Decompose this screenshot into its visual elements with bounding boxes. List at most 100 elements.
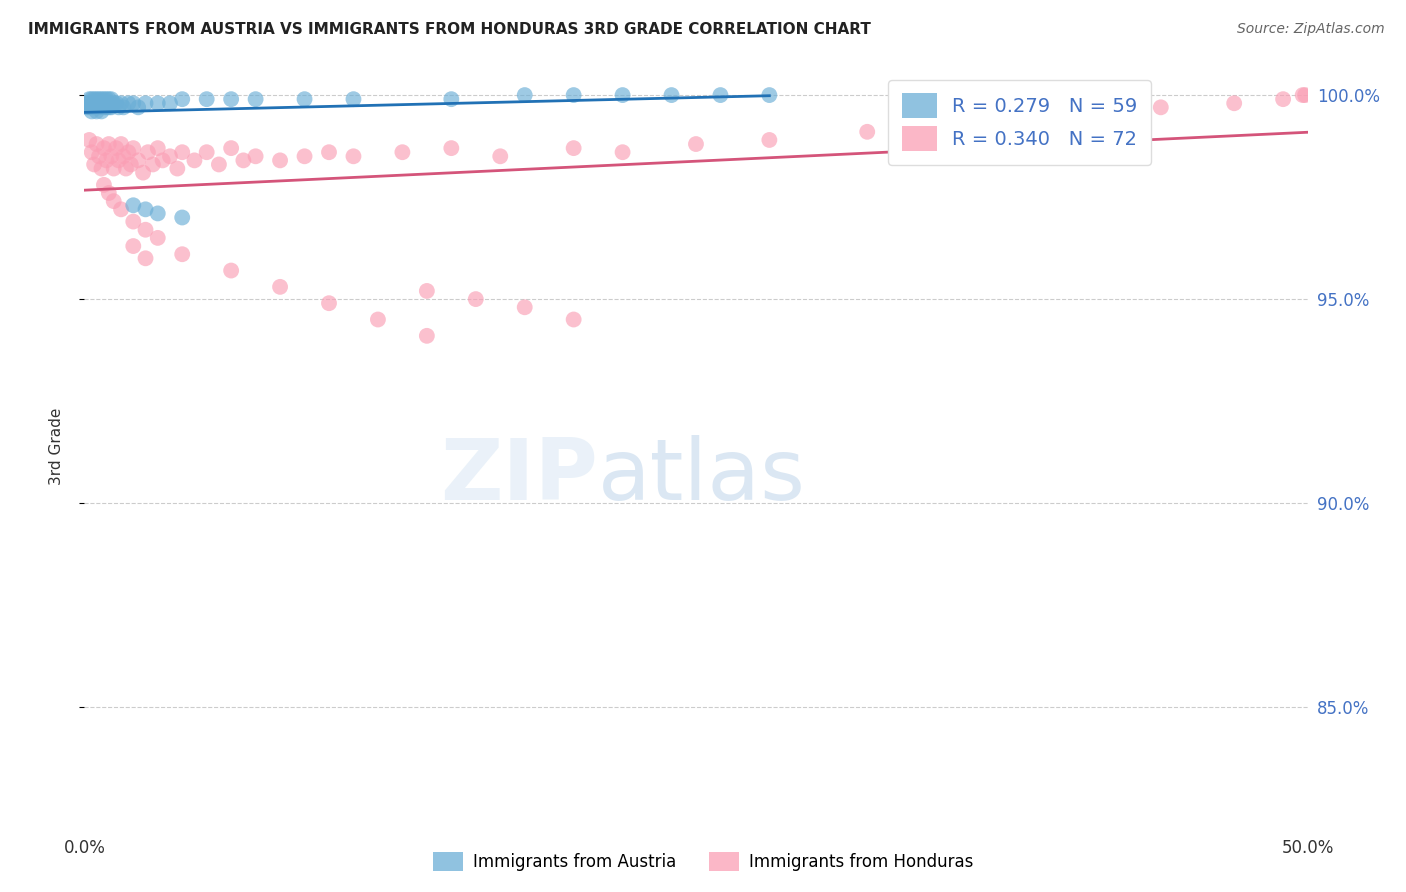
Point xyxy=(103,161,125,176)
Point xyxy=(269,153,291,168)
Point xyxy=(127,100,149,114)
Point xyxy=(294,92,316,106)
Point xyxy=(856,125,879,139)
Point xyxy=(709,88,731,103)
Point xyxy=(513,88,536,103)
Point xyxy=(135,252,157,266)
Point xyxy=(100,149,122,163)
Point xyxy=(87,92,110,106)
Point xyxy=(1150,100,1173,114)
Point xyxy=(152,153,174,168)
Point xyxy=(110,136,132,151)
Point xyxy=(97,136,120,151)
Legend: R = 0.279   N = 59, R = 0.340   N = 72: R = 0.279 N = 59, R = 0.340 N = 72 xyxy=(889,79,1152,165)
Point xyxy=(440,141,463,155)
Point xyxy=(367,312,389,326)
Point xyxy=(93,178,115,192)
Point xyxy=(172,145,194,160)
Point xyxy=(1223,96,1246,111)
Point xyxy=(219,263,242,277)
Point xyxy=(562,88,585,103)
Point xyxy=(122,214,145,228)
Point xyxy=(87,96,110,111)
Text: ZIP: ZIP xyxy=(440,435,598,518)
Point xyxy=(117,145,139,160)
Point xyxy=(93,92,115,106)
Point xyxy=(90,96,112,111)
Point xyxy=(86,92,108,106)
Point xyxy=(391,145,413,160)
Point xyxy=(122,141,145,155)
Point xyxy=(76,100,98,114)
Point xyxy=(612,88,634,103)
Point xyxy=(105,141,128,155)
Point xyxy=(97,92,120,106)
Point xyxy=(90,92,112,106)
Point xyxy=(416,328,439,343)
Point xyxy=(122,96,145,111)
Point xyxy=(172,211,194,225)
Point xyxy=(96,92,118,106)
Point xyxy=(80,96,103,111)
Point xyxy=(97,100,120,114)
Point xyxy=(90,104,112,119)
Point xyxy=(318,145,340,160)
Point xyxy=(76,96,98,111)
Point xyxy=(90,161,112,176)
Point xyxy=(146,141,169,155)
Point xyxy=(219,92,242,106)
Point xyxy=(166,161,188,176)
Point xyxy=(96,153,118,168)
Point xyxy=(107,100,129,114)
Point xyxy=(110,202,132,217)
Y-axis label: 3rd Grade: 3rd Grade xyxy=(49,408,63,484)
Point xyxy=(758,88,780,103)
Point xyxy=(112,100,135,114)
Point xyxy=(112,149,135,163)
Point xyxy=(135,96,157,111)
Point xyxy=(135,223,157,237)
Point xyxy=(83,96,105,111)
Point xyxy=(195,145,218,160)
Point xyxy=(100,100,122,114)
Point xyxy=(86,136,108,151)
Point xyxy=(77,96,100,111)
Point xyxy=(1052,108,1074,122)
Point xyxy=(105,96,128,111)
Point xyxy=(208,157,231,171)
Point xyxy=(122,239,145,253)
Point xyxy=(1292,88,1315,103)
Point xyxy=(77,92,100,106)
Point xyxy=(117,96,139,111)
Point xyxy=(464,292,486,306)
Point xyxy=(232,153,254,168)
Point xyxy=(245,149,267,163)
Point xyxy=(115,161,138,176)
Point xyxy=(97,186,120,200)
Point xyxy=(195,92,218,106)
Point xyxy=(661,88,683,103)
Point xyxy=(132,166,155,180)
Point xyxy=(489,149,512,163)
Point xyxy=(120,157,142,171)
Point xyxy=(107,153,129,168)
Point xyxy=(146,231,169,245)
Point xyxy=(172,247,194,261)
Point xyxy=(172,92,194,106)
Point xyxy=(440,92,463,106)
Point xyxy=(80,104,103,119)
Point xyxy=(612,145,634,160)
Point xyxy=(135,202,157,217)
Point xyxy=(80,92,103,106)
Point xyxy=(342,92,364,106)
Point xyxy=(685,136,707,151)
Text: atlas: atlas xyxy=(598,435,806,518)
Legend: Immigrants from Austria, Immigrants from Honduras: Immigrants from Austria, Immigrants from… xyxy=(425,843,981,880)
Point xyxy=(86,96,108,111)
Point xyxy=(127,153,149,168)
Point xyxy=(122,198,145,212)
Point xyxy=(80,145,103,160)
Point xyxy=(758,133,780,147)
Point xyxy=(562,312,585,326)
Text: Source: ZipAtlas.com: Source: ZipAtlas.com xyxy=(1237,22,1385,37)
